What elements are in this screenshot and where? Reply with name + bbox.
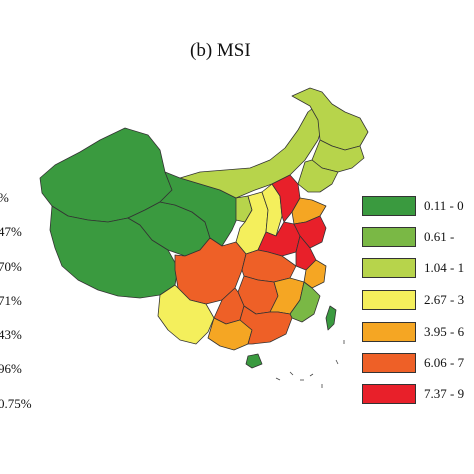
legend-item: 3.95 - 6 (362, 322, 474, 344)
legend-swatch (362, 322, 416, 342)
region-heilongjiang (291, 87, 369, 151)
legend-item: 2.67 - 3 (362, 290, 474, 312)
map-title: (b) MSI (190, 40, 251, 61)
legend-label: 2.67 - 3 (424, 292, 465, 307)
legend-swatch (362, 384, 416, 404)
legend-label: 6.06 - 7 (424, 355, 465, 370)
legend-label: 3.95 - 6 (424, 324, 465, 339)
legend-label: 0.11 - 0 (424, 198, 464, 213)
region-hainan (245, 353, 263, 369)
legend-label: 0.61 - (424, 229, 455, 244)
legend-swatch (362, 227, 416, 247)
left-label: 43% (0, 327, 22, 342)
legend-item: 0.11 - 0 (362, 196, 474, 218)
legend-item: 0.61 - (362, 227, 474, 249)
left-label: % (0, 190, 9, 206)
region-taiwan (325, 305, 337, 331)
region-yunnan (157, 284, 215, 345)
legend-item: 7.37 - 9 (362, 384, 474, 406)
region-liaoning (297, 159, 339, 193)
left-label: 96% (0, 361, 22, 376)
region-guangdong (239, 305, 293, 345)
legend-swatch (362, 196, 416, 216)
left-label: 47% (0, 224, 22, 239)
left-label: 70% (0, 259, 22, 274)
legend-swatch (362, 290, 416, 310)
legend-swatch (362, 258, 416, 278)
left-label: 71% (0, 293, 22, 308)
left-label: 0.75% (0, 396, 32, 411)
legend-swatch (362, 353, 416, 373)
region-hubei (241, 249, 297, 283)
legend-label: 7.37 - 9 (424, 386, 465, 401)
legend-item: 1.04 - 1 (362, 258, 474, 280)
legend-label: 1.04 - 1 (424, 260, 465, 275)
legend-item: 6.06 - 7 (362, 353, 474, 375)
south-sea-islands (275, 340, 345, 388)
